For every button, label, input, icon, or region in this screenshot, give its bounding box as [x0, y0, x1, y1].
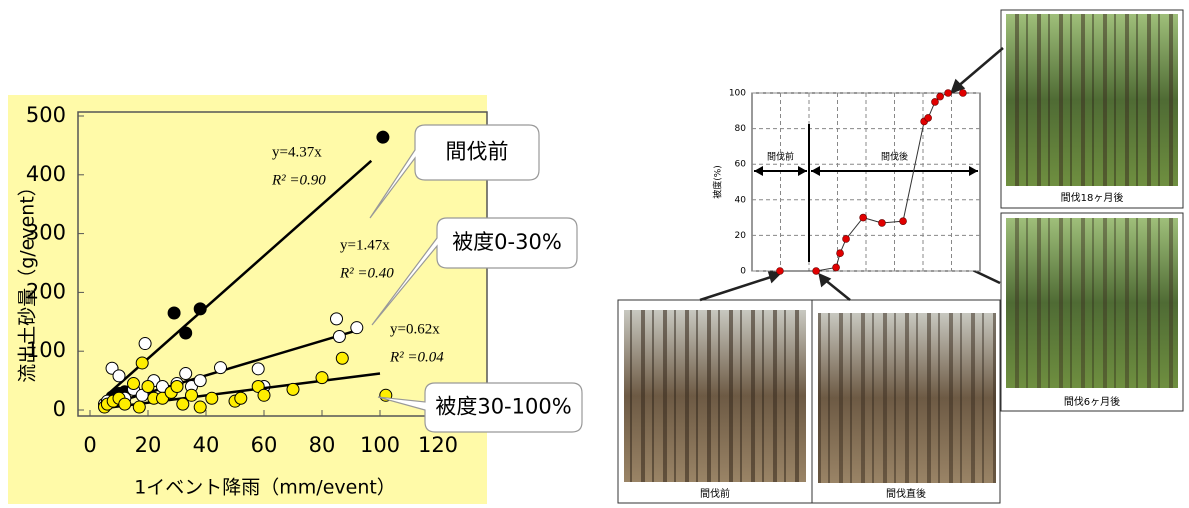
point — [132, 400, 146, 414]
x-tick-label: 20 — [135, 433, 162, 457]
x-tick-label: 0 — [83, 433, 96, 457]
fit-r2: R² =0.90 — [271, 172, 326, 188]
fit-r2: R² =0.04 — [389, 349, 444, 365]
arrow-head — [798, 166, 807, 176]
point — [924, 114, 932, 122]
point — [859, 213, 867, 222]
point — [214, 361, 227, 375]
point — [936, 92, 944, 101]
y-axis-label: 被度(%) — [712, 165, 724, 199]
y-tick-label: 500 — [26, 103, 66, 127]
y-tick-label: 200 — [26, 279, 66, 303]
arrow-head — [969, 166, 978, 176]
point — [332, 330, 346, 343]
fit-r2: R² =0.40 — [339, 265, 394, 281]
x-tick-label: 60 — [251, 433, 278, 457]
y-tick-label: 0 — [740, 267, 746, 277]
photo-caption: 間伐6ヶ月後 — [1064, 395, 1120, 408]
point — [141, 379, 155, 393]
arrow-head — [754, 166, 763, 176]
fit-line — [109, 159, 373, 393]
legend-label: 被度30-100% — [435, 395, 571, 419]
callout — [371, 217, 578, 326]
callout — [377, 382, 583, 433]
photo-caption: 間伐直後 — [886, 487, 926, 500]
point — [842, 235, 850, 243]
y-tick-label: 40 — [735, 195, 747, 205]
point — [836, 249, 844, 257]
y-tick-label: 300 — [26, 221, 66, 245]
x-tick-label: 40 — [193, 433, 220, 457]
fit-equation: y=4.37x — [272, 144, 322, 160]
y-tick-label: 100 — [729, 89, 746, 99]
point — [234, 391, 248, 405]
photo-18m — [1000, 9, 1184, 209]
y-tick-label: 400 — [26, 162, 66, 186]
legend-label: 被度0-30% — [452, 230, 562, 254]
y-tick-label: 80 — [735, 124, 747, 134]
callout — [369, 124, 540, 219]
point — [176, 397, 190, 411]
point — [193, 302, 207, 316]
point — [127, 377, 140, 391]
x-axis-label: 1イベント降雨（mm/event） — [134, 477, 396, 499]
y-tick-label: 0 — [53, 397, 66, 421]
point — [376, 130, 390, 144]
point — [931, 98, 939, 106]
x-tick-label: 120 — [418, 433, 458, 457]
point — [251, 362, 265, 376]
point — [776, 267, 784, 275]
point — [170, 379, 184, 393]
point — [193, 374, 207, 388]
period-label: 間伐前 — [767, 151, 794, 163]
y-tick-label: 20 — [735, 231, 747, 241]
point — [135, 356, 149, 370]
point — [812, 267, 820, 275]
point — [350, 321, 364, 335]
point — [286, 382, 300, 396]
point — [832, 263, 840, 272]
point — [959, 89, 967, 97]
legend-label: 間伐前 — [446, 140, 509, 164]
point — [315, 371, 329, 385]
photo-after — [811, 299, 1001, 504]
arrow-head — [811, 166, 820, 176]
period-label: 間伐後 — [881, 151, 908, 163]
x-tick-label: 100 — [360, 433, 400, 457]
y-tick-label: 100 — [26, 338, 66, 362]
point — [899, 217, 907, 225]
x-tick-label: 80 — [309, 433, 336, 457]
plot-frame — [751, 92, 981, 272]
point — [138, 337, 152, 351]
y-axis-label: 流出土砂量（g/event） — [17, 177, 39, 383]
point — [193, 400, 207, 414]
y-tick-label: 60 — [735, 160, 747, 170]
fit-equation: y=0.62x — [390, 321, 440, 337]
point — [112, 369, 126, 383]
fit-equation: y=1.47x — [340, 237, 390, 253]
point — [179, 326, 193, 340]
point — [167, 306, 181, 320]
point — [944, 89, 952, 97]
point — [205, 391, 219, 405]
point — [185, 388, 198, 402]
photo-before — [617, 299, 813, 504]
point — [878, 219, 886, 227]
photo-6m — [1000, 212, 1184, 412]
point — [257, 388, 271, 402]
point — [118, 397, 132, 411]
photo-caption: 間伐18ヶ月後 — [1061, 191, 1124, 204]
photo-caption: 間伐前 — [700, 487, 730, 500]
point — [335, 351, 349, 365]
point — [179, 367, 193, 381]
point — [330, 312, 343, 326]
